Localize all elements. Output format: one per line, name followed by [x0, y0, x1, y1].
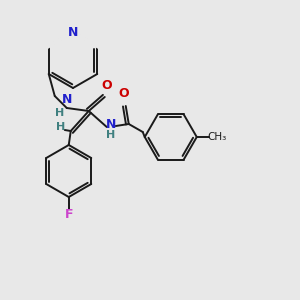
Text: H: H	[106, 130, 116, 140]
Text: F: F	[64, 208, 73, 220]
Text: CH₃: CH₃	[207, 132, 226, 142]
Text: H: H	[55, 108, 64, 118]
Text: N: N	[61, 93, 72, 106]
Text: O: O	[118, 87, 129, 100]
Text: N: N	[68, 26, 78, 38]
Text: H: H	[56, 122, 65, 132]
Text: N: N	[106, 118, 116, 131]
Text: O: O	[101, 79, 112, 92]
